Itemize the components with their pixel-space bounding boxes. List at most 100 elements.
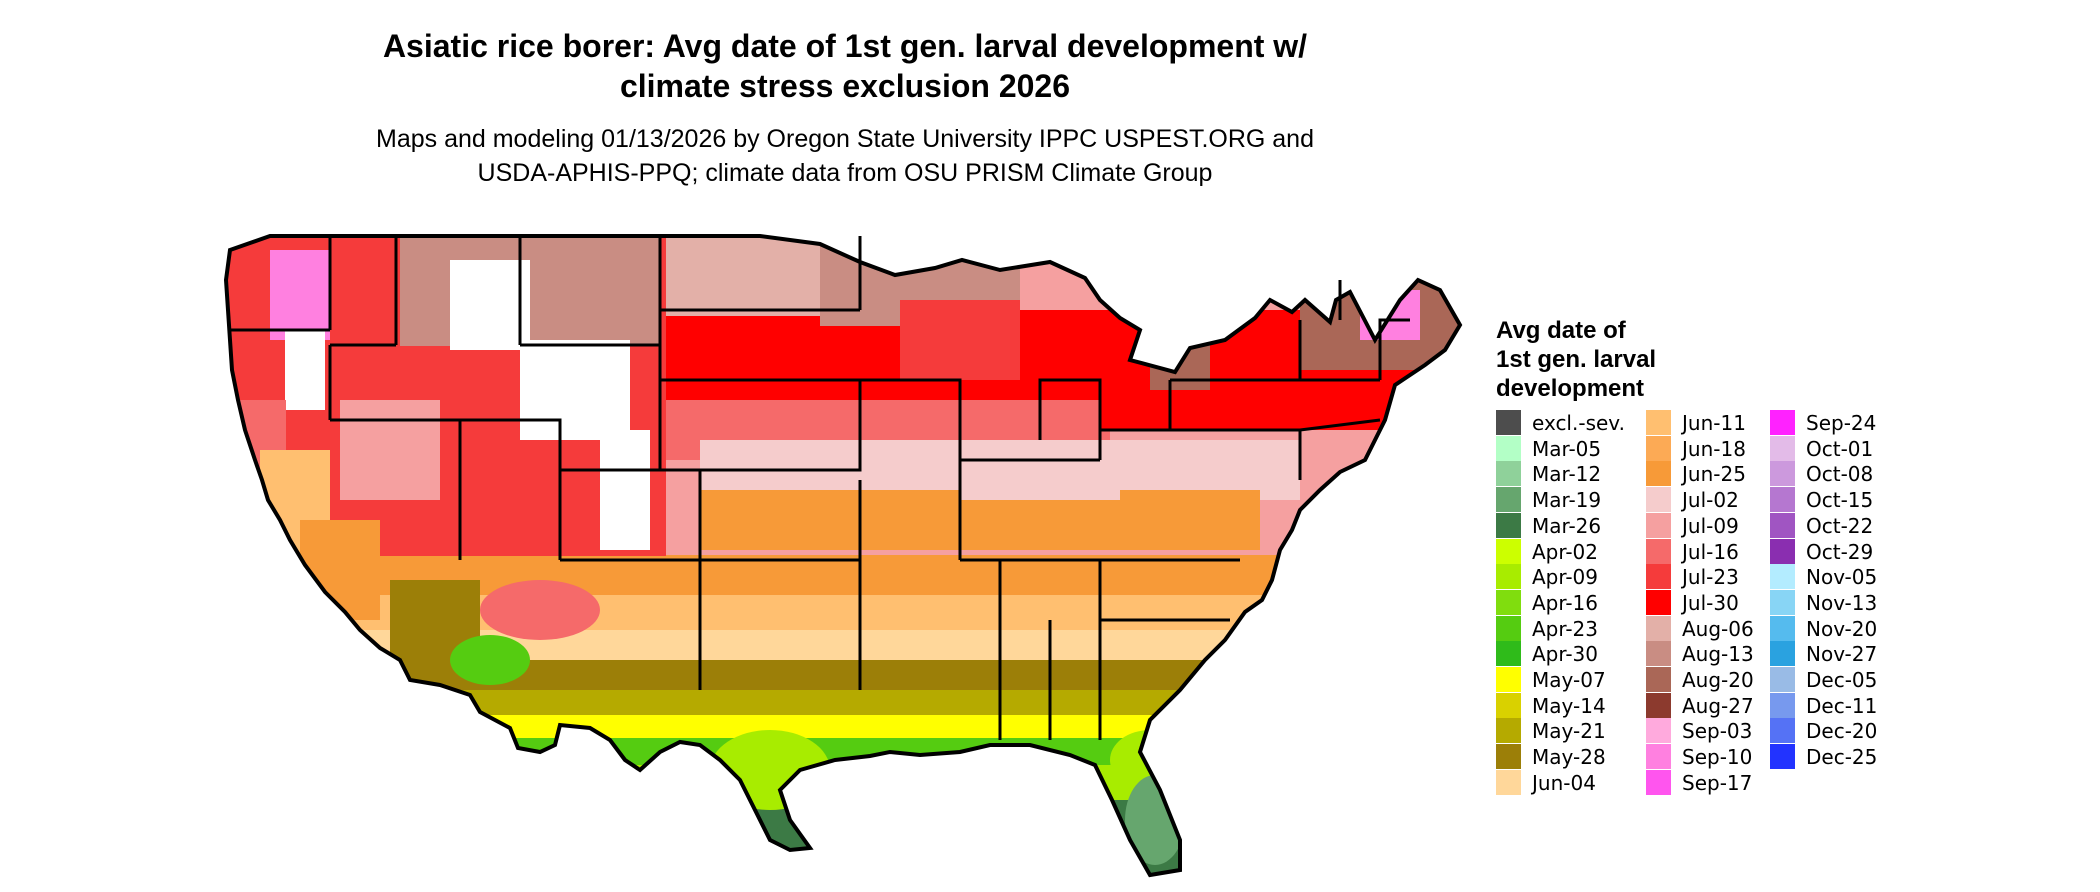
legend-swatch: [1770, 615, 1795, 641]
legend-label: Dec-25: [1806, 745, 1878, 770]
legend-item: Apr-09: [1496, 564, 1646, 590]
legend-label: Oct-08: [1806, 462, 1874, 487]
legend-label: Jul-30: [1682, 590, 1739, 615]
legend-title: Avg date of 1st gen. larval development: [1496, 316, 1716, 403]
legend-swatch: [1770, 589, 1795, 615]
legend-item: Mar-05: [1496, 435, 1646, 462]
legend-label: Jul-23: [1682, 565, 1739, 590]
legend-swatch: [1496, 692, 1521, 718]
legend-label: Oct-15: [1806, 488, 1874, 513]
legend-swatch: [1496, 589, 1521, 615]
legend-item: Oct-22: [1770, 512, 1920, 539]
legend-item: Dec-20: [1770, 718, 1920, 744]
legend-swatch: [1646, 615, 1671, 641]
legend-title-line-1: Avg date of: [1496, 317, 1626, 344]
legend-swatch: [1770, 692, 1795, 718]
legend-label: May-28: [1532, 745, 1606, 770]
map-title-line-2: climate stress exclusion 2026: [619, 68, 1071, 104]
legend-swatch: [1770, 461, 1795, 487]
legend-swatch: [1770, 667, 1795, 692]
legend-item: Jun-25: [1646, 461, 1796, 487]
legend-title-line-3: development: [1496, 375, 1645, 402]
legend-item: Aug-20: [1646, 667, 1796, 693]
legend-swatch: [1496, 410, 1521, 435]
legend-label: Jul-02: [1682, 488, 1739, 513]
legend-label: Apr-16: [1532, 590, 1598, 615]
legend-item: Apr-16: [1496, 589, 1646, 616]
legend-swatch: [1646, 487, 1671, 513]
legend-item: May-28: [1496, 744, 1646, 770]
legend-item: Nov-13: [1770, 589, 1920, 616]
legend-swatch: [1496, 667, 1521, 692]
legend-swatch: [1646, 692, 1671, 718]
map-subtitle: Maps and modeling 01/13/2026 by Oregon S…: [0, 122, 1690, 190]
legend-item: Nov-20: [1770, 615, 1920, 642]
legend-swatch: [1496, 512, 1521, 538]
legend-item: Oct-01: [1770, 435, 1920, 462]
band-jun-25: [226, 555, 1460, 600]
legend-swatch: [1496, 615, 1521, 641]
legend-label: Mar-19: [1532, 488, 1602, 513]
legend-item: Jul-16: [1646, 538, 1796, 565]
legend-item: May-14: [1496, 692, 1646, 719]
legend-item: Jul-23: [1646, 564, 1796, 590]
legend-swatch: [1646, 512, 1671, 538]
legend-label: May-21: [1532, 719, 1606, 744]
legend-label: Jun-04: [1532, 770, 1596, 795]
legend-swatch: [1646, 718, 1671, 744]
legend-swatch: [1496, 718, 1521, 744]
legend-swatch: [1770, 512, 1795, 538]
legend-label: May-07: [1532, 668, 1606, 692]
legend-swatch: [1770, 538, 1795, 564]
legend-swatch: [1646, 538, 1671, 564]
legend-label: Sep-03: [1682, 719, 1753, 744]
legend-label: Sep-24: [1806, 411, 1877, 435]
legend-item: May-07: [1496, 667, 1646, 693]
legend-item: Aug-27: [1646, 692, 1796, 719]
legend-swatch: [1770, 718, 1795, 744]
legend-label: Jul-16: [1682, 539, 1739, 564]
map-title: Asiatic rice borer: Avg date of 1st gen.…: [0, 26, 1690, 106]
legend-item: Aug-13: [1646, 641, 1796, 667]
legend-swatch: [1646, 589, 1671, 615]
legend-item: Dec-05: [1770, 667, 1920, 693]
legend-item: Apr-02: [1496, 538, 1646, 565]
legend-label: Dec-05: [1806, 668, 1878, 692]
map-title-line-1: Asiatic rice borer: Avg date of 1st gen.…: [382, 28, 1308, 64]
legend-swatch: [1496, 744, 1521, 770]
legend-item: Apr-30: [1496, 641, 1646, 667]
legend-label: Dec-11: [1806, 693, 1878, 718]
legend-swatch: [1496, 435, 1521, 461]
legend-item: Aug-06: [1646, 615, 1796, 642]
legend-item: Jun-04: [1496, 769, 1646, 796]
legend-label: Jul-09: [1682, 513, 1739, 538]
map-fill: [226, 236, 1460, 875]
legend-item: Dec-11: [1770, 692, 1920, 719]
legend-swatch: [1646, 641, 1671, 667]
legend-label: Apr-23: [1532, 616, 1598, 641]
legend-swatch: [1646, 769, 1671, 795]
legend-swatch: [1646, 744, 1671, 770]
map-subtitle-line-2: USDA-APHIS-PPQ; climate data from OSU PR…: [477, 159, 1213, 187]
legend-label: Oct-29: [1806, 539, 1874, 564]
legend-swatch: [1496, 641, 1521, 667]
legend-item: Nov-05: [1770, 564, 1920, 590]
legend-swatch: [1496, 564, 1521, 590]
legend-label: Mar-05: [1532, 436, 1602, 461]
legend-label: Nov-05: [1806, 565, 1878, 590]
legend-label: Oct-01: [1806, 436, 1874, 461]
legend-item: Apr-23: [1496, 615, 1646, 642]
legend-swatch: [1770, 435, 1795, 461]
legend-swatch: [1770, 487, 1795, 513]
legend-item: Oct-29: [1770, 538, 1920, 565]
legend-label: Apr-02: [1532, 539, 1598, 564]
legend-label: Nov-20: [1806, 616, 1878, 641]
legend-swatch: [1770, 410, 1795, 435]
legend-item: May-21: [1496, 718, 1646, 744]
legend-label: Sep-17: [1682, 770, 1753, 795]
legend-label: Nov-13: [1806, 590, 1878, 615]
legend-label: Aug-20: [1682, 668, 1754, 692]
legend-swatch: [1646, 564, 1671, 590]
legend-swatch: [1496, 538, 1521, 564]
legend-swatch: [1496, 461, 1521, 487]
